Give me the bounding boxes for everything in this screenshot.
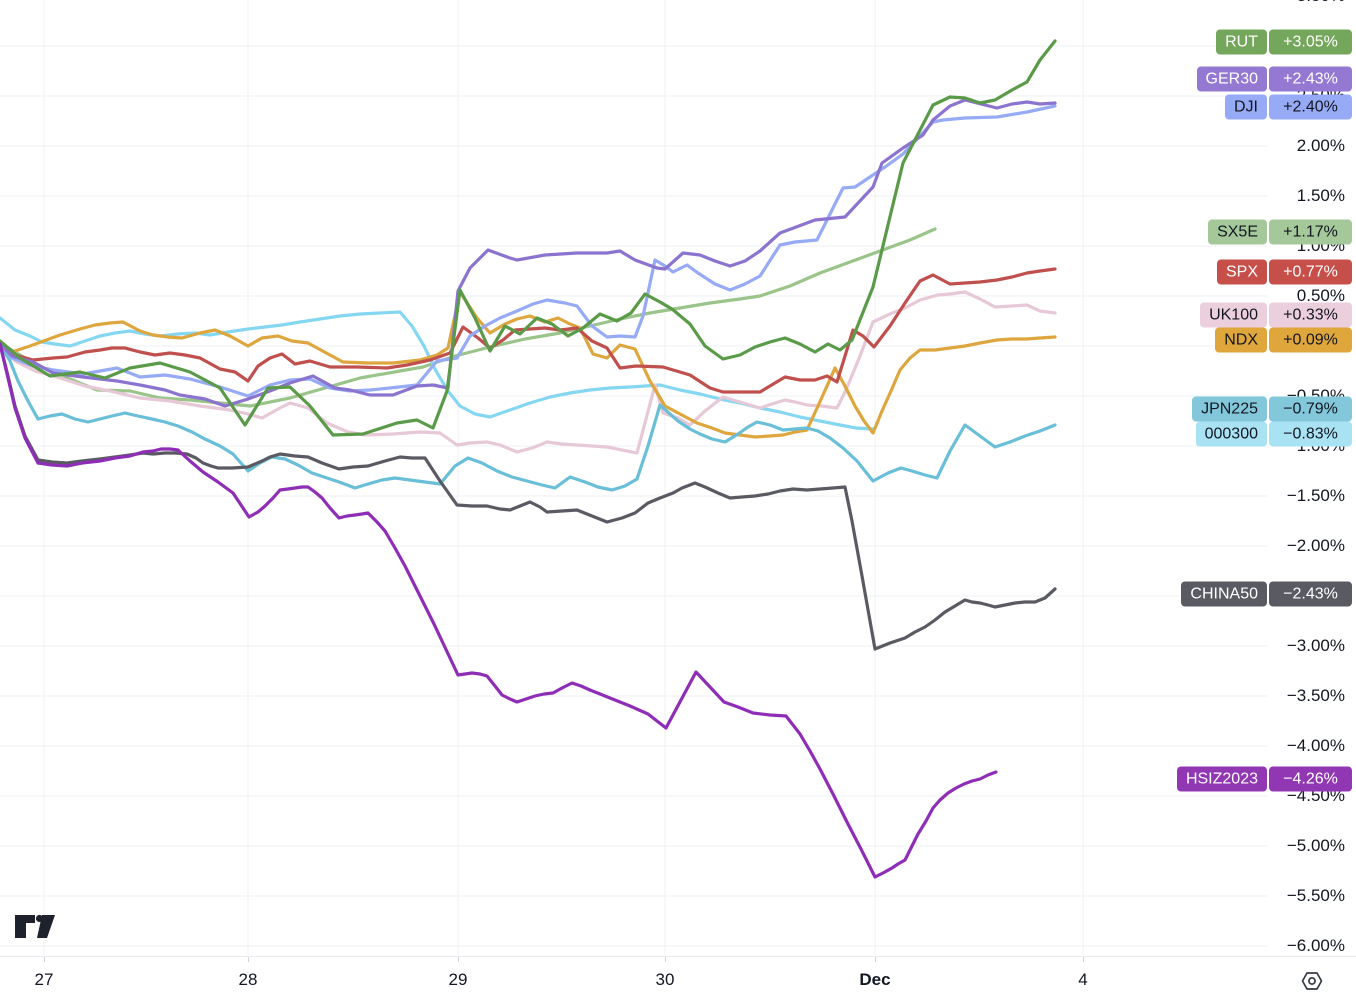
x-axis-tickmark <box>665 957 666 962</box>
price-label-jpn225[interactable]: JPN225 −0.79% <box>1192 396 1352 422</box>
series-line-rut[interactable] <box>0 39 1057 437</box>
series-line-sx5e[interactable] <box>0 227 937 408</box>
series-line-ndx[interactable] <box>0 290 1057 439</box>
x-axis-label: 29 <box>448 970 468 989</box>
price-label-ndx[interactable]: NDX +0.09% <box>1215 327 1352 353</box>
y-axis-tick: −6.00% <box>1286 936 1345 955</box>
y-axis-tick: 1.50% <box>1296 186 1345 205</box>
ticker-name: JPN225 <box>1192 396 1267 422</box>
price-label-000300[interactable]: 000300 −0.83% <box>1195 421 1352 447</box>
y-axis-tick: 2.00% <box>1296 136 1345 155</box>
price-label-uk100[interactable]: UK100 +0.33% <box>1200 302 1352 328</box>
y-axis-tick: −3.00% <box>1286 636 1345 655</box>
series-line-ger30[interactable] <box>0 98 1057 408</box>
price-label-sx5e[interactable]: SX5E +1.17% <box>1208 219 1352 245</box>
ticker-change-value: +3.05% <box>1269 29 1352 55</box>
y-axis-tick: −5.00% <box>1286 836 1345 855</box>
x-axis-label: 30 <box>655 970 675 989</box>
price-label-china50[interactable]: CHINA50 −2.43% <box>1181 581 1352 607</box>
ticker-name: RUT <box>1216 29 1267 55</box>
series-line-spx[interactable] <box>0 267 1057 394</box>
x-axis-tickmark <box>1083 957 1084 962</box>
x-axis-tickmark <box>248 957 249 962</box>
y-axis-tick: −1.50% <box>1286 486 1345 505</box>
x-axis-label: Dec <box>859 970 891 989</box>
y-axis-tick: −3.50% <box>1286 686 1345 705</box>
x-axis-tickmark <box>458 957 459 962</box>
series-line-jpn225[interactable] <box>0 342 1057 492</box>
ticker-change-value: +0.33% <box>1269 302 1352 328</box>
price-label-hsiz2023[interactable]: HSIZ2023 −4.26% <box>1176 766 1352 792</box>
tradingview-logo[interactable] <box>14 913 56 945</box>
ticker-change-value: −0.83% <box>1269 421 1352 447</box>
y-axis-tick: −2.00% <box>1286 536 1345 555</box>
ticker-name: DJI <box>1225 94 1267 120</box>
ticker-name: SX5E <box>1208 219 1267 245</box>
price-label-ger30[interactable]: GER30 +2.43% <box>1196 66 1352 92</box>
x-axis-tickmark <box>875 957 876 962</box>
hexagon-eye-settings-icon[interactable] <box>1301 971 1323 996</box>
ticker-name: SPX <box>1216 259 1267 285</box>
ticker-change-value: −4.26% <box>1269 766 1352 792</box>
ticker-change-value: −2.43% <box>1269 581 1352 607</box>
ticker-name: CHINA50 <box>1181 581 1267 607</box>
ticker-change-value: +1.17% <box>1269 219 1352 245</box>
ticker-name: HSIZ2023 <box>1176 766 1267 792</box>
x-axis-label: 4 <box>1078 970 1088 989</box>
price-label-rut[interactable]: RUT +3.05% <box>1216 29 1352 55</box>
ticker-change-value: +2.40% <box>1269 94 1352 120</box>
y-axis-tick: 3.50% <box>1297 0 1345 6</box>
y-axis-tick: −5.50% <box>1286 886 1345 905</box>
ticker-change-value: +2.43% <box>1269 66 1352 92</box>
x-axis-tickmark <box>44 957 45 962</box>
y-axis-tick: 0.50% <box>1296 286 1345 305</box>
ticker-name: NDX <box>1215 327 1267 353</box>
ticker-change-value: −0.79% <box>1269 396 1352 422</box>
y-axis-tick: −4.00% <box>1286 736 1345 755</box>
ticker-name: UK100 <box>1200 302 1267 328</box>
ticker-change-value: +0.09% <box>1269 327 1352 353</box>
price-label-dji[interactable]: DJI +2.40% <box>1225 94 1352 120</box>
ticker-change-value: +0.77% <box>1269 259 1352 285</box>
series-line-000300[interactable] <box>0 310 875 431</box>
time-axis[interactable]: 27 28 29 30 Dec 4 <box>0 956 1356 1002</box>
x-axis-label: 28 <box>238 970 258 989</box>
ticker-name: GER30 <box>1196 66 1267 92</box>
ticker-name: 000300 <box>1195 421 1267 447</box>
series-line-dji[interactable] <box>0 104 1057 398</box>
series-line-hsiz2023[interactable] <box>0 342 998 879</box>
x-axis-label: 27 <box>34 970 54 989</box>
price-label-spx[interactable]: SPX +0.77% <box>1216 259 1352 285</box>
